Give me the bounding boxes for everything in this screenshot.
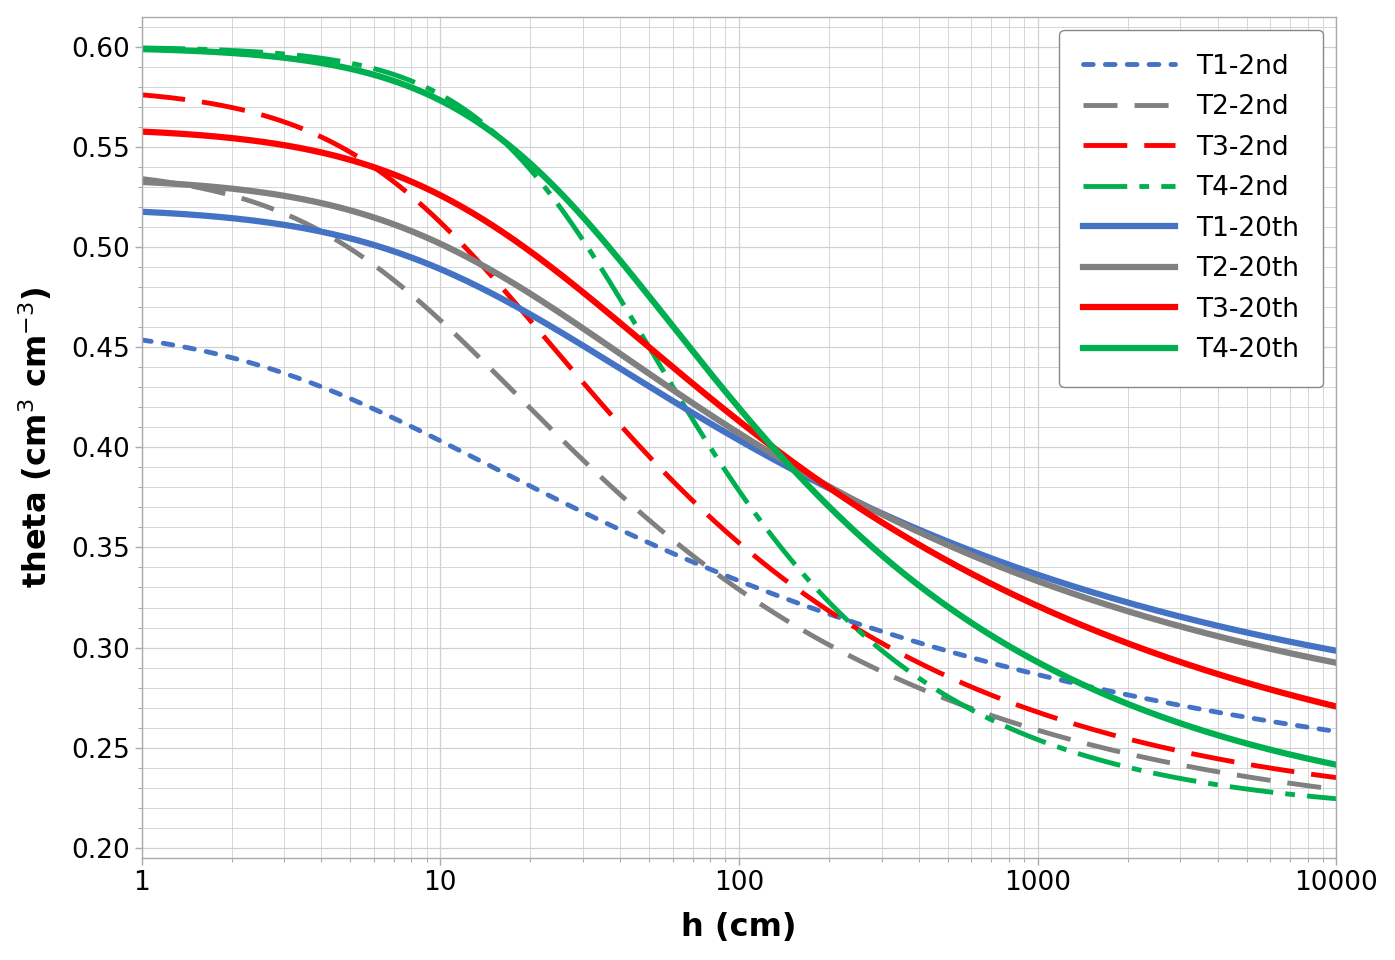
Line: T1-20th: T1-20th	[141, 212, 1336, 651]
T2-2nd	[1074, 737, 1091, 749]
T3-2nd	[1328, 772, 1345, 783]
T3-2nd	[714, 523, 731, 535]
T2-2nd	[133, 173, 149, 184]
T1-20th	[1328, 645, 1345, 657]
Line: T3-20th: T3-20th	[141, 132, 1336, 707]
T1-2nd	[1328, 726, 1345, 737]
T4-2nd	[682, 411, 699, 422]
T1-20th	[1074, 584, 1091, 595]
T1-20th	[1293, 638, 1310, 650]
T2-20th	[1293, 650, 1310, 661]
T2-2nd	[1293, 780, 1310, 791]
T4-20th	[133, 43, 149, 55]
T4-20th	[1293, 752, 1310, 763]
T1-20th	[714, 425, 731, 437]
T1-2nd	[682, 556, 699, 567]
T3-2nd	[1293, 767, 1310, 779]
T3-2nd	[1293, 767, 1310, 779]
T1-20th	[682, 406, 699, 418]
T4-20th	[714, 382, 731, 394]
T1-20th	[133, 206, 149, 218]
T2-2nd	[194, 182, 211, 194]
T4-2nd	[1328, 793, 1345, 804]
T3-20th	[1074, 619, 1091, 631]
T4-2nd	[194, 43, 211, 55]
Line: T3-2nd: T3-2nd	[141, 95, 1336, 778]
T2-20th	[133, 177, 149, 188]
X-axis label: h (cm): h (cm)	[681, 912, 797, 944]
T3-2nd	[194, 96, 211, 108]
Line: T1-2nd: T1-2nd	[141, 340, 1336, 732]
T3-20th	[682, 376, 699, 388]
T3-20th	[1293, 692, 1310, 704]
T3-20th	[133, 126, 149, 137]
T2-2nd	[1328, 783, 1345, 795]
T2-2nd	[714, 572, 731, 584]
T4-20th	[1074, 679, 1091, 690]
T1-2nd	[714, 568, 731, 580]
T2-20th	[714, 417, 731, 428]
Legend: T1-2nd, T2-2nd, T3-2nd, T4-2nd, T1-20th, T2-20th, T3-20th, T4-20th: T1-2nd, T2-2nd, T3-2nd, T4-2nd, T1-20th,…	[1059, 30, 1324, 387]
T2-20th	[1293, 650, 1310, 661]
T3-20th	[714, 402, 731, 414]
T1-2nd	[1074, 680, 1091, 691]
T4-20th	[682, 343, 699, 354]
T3-20th	[1293, 692, 1310, 704]
Line: T4-2nd: T4-2nd	[141, 48, 1336, 799]
T1-20th	[194, 209, 211, 221]
T1-2nd	[133, 334, 149, 346]
T1-2nd	[194, 345, 211, 356]
T4-2nd	[133, 42, 149, 54]
T4-20th	[1293, 752, 1310, 763]
T1-20th	[1293, 638, 1310, 650]
T3-2nd	[682, 493, 699, 505]
T2-20th	[1074, 591, 1091, 603]
T1-2nd	[1293, 720, 1310, 732]
T3-20th	[1328, 701, 1345, 712]
Line: T4-20th: T4-20th	[141, 49, 1336, 765]
Y-axis label: theta (cm$^3$ cm$^{-3}$): theta (cm$^3$ cm$^{-3}$)	[17, 286, 54, 588]
T3-2nd	[1074, 721, 1091, 732]
T4-2nd	[1293, 790, 1310, 802]
T2-2nd	[1293, 780, 1310, 791]
T2-2nd	[682, 548, 699, 560]
T3-20th	[194, 130, 211, 141]
T1-2nd	[1293, 721, 1310, 732]
T4-20th	[1328, 759, 1345, 771]
T4-2nd	[1293, 790, 1310, 802]
Line: T2-20th: T2-20th	[141, 182, 1336, 662]
T4-2nd	[714, 461, 731, 472]
T2-20th	[682, 396, 699, 408]
Line: T2-2nd: T2-2nd	[141, 179, 1336, 789]
T2-20th	[1328, 657, 1345, 668]
T4-20th	[194, 45, 211, 57]
T4-2nd	[1074, 749, 1091, 760]
T2-20th	[194, 180, 211, 192]
T3-2nd	[133, 89, 149, 101]
